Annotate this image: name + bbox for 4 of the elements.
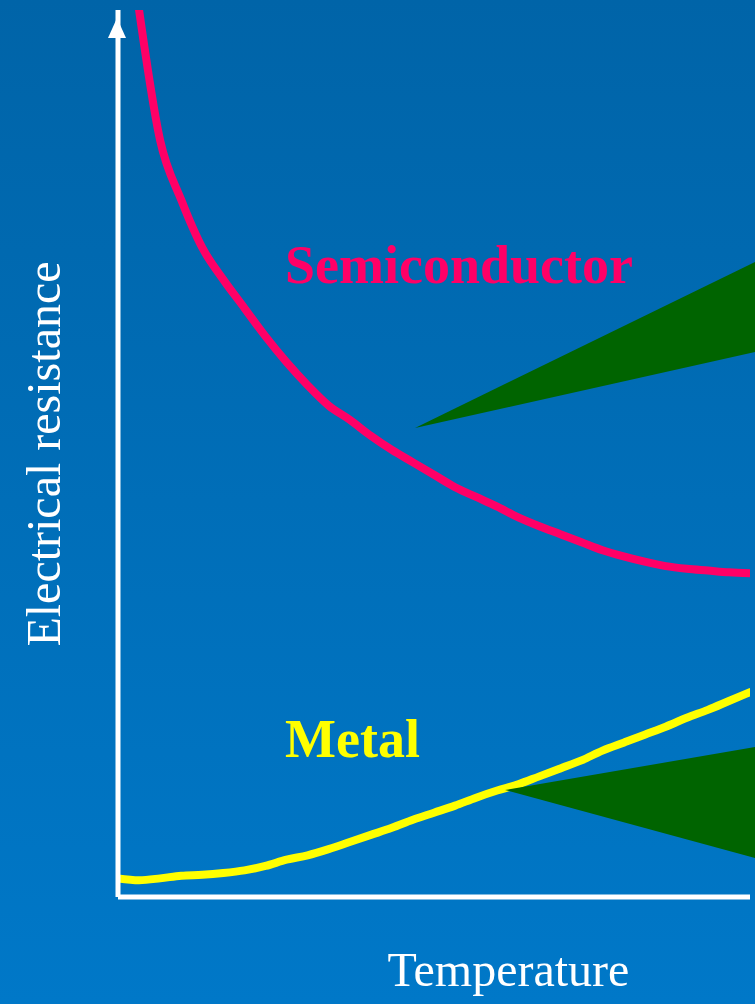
x-axis-title: Temperature xyxy=(386,942,631,998)
y-axis-title: Electrical resistance xyxy=(16,261,71,647)
series-label: Semiconductor xyxy=(285,235,633,295)
series-label: Metal xyxy=(285,709,420,769)
